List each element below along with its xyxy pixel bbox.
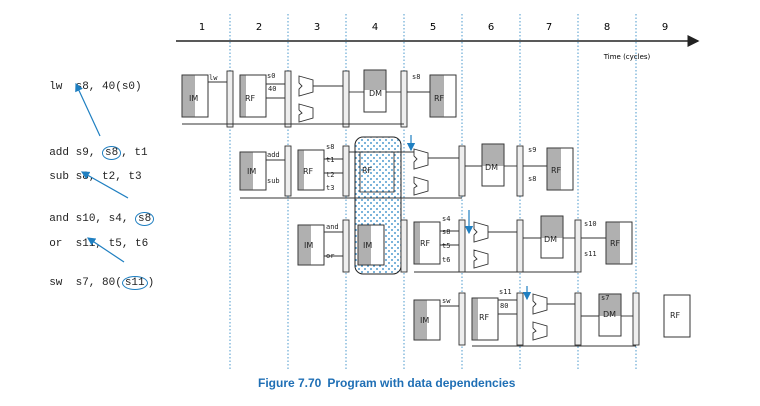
stage-dm: DM xyxy=(544,235,557,244)
instr-op: lw xyxy=(49,81,63,93)
cycle-number: 5 xyxy=(430,22,436,33)
dependency-circle: s8 xyxy=(135,212,155,226)
pipe-label: t5 xyxy=(442,242,450,250)
dependency-arrow xyxy=(75,82,101,137)
stage-rf: RF xyxy=(245,94,256,103)
stage-dm: DM xyxy=(369,89,382,98)
stage-rf: RF xyxy=(303,167,314,176)
pipeline-row-add xyxy=(239,143,574,199)
stage-rf: RF xyxy=(479,313,490,322)
pipe-label: t3 xyxy=(326,184,334,192)
instr-args: s10, s4, xyxy=(75,213,136,225)
pipe-label: s8 xyxy=(412,73,420,81)
cycle-number: 7 xyxy=(546,22,552,33)
pipe-label: s8 xyxy=(442,228,450,236)
pipeline-row-sw xyxy=(413,292,691,347)
pipeline-row-lw xyxy=(181,69,457,128)
figure-title: Program with data dependencies xyxy=(327,376,516,390)
stage-rf: RF xyxy=(610,239,621,248)
dependency-arrow xyxy=(80,171,129,199)
stage-rf: RF xyxy=(551,166,562,175)
dependency-circle: s11 xyxy=(121,276,148,290)
cycle-number: 9 xyxy=(662,22,668,33)
instr-op: sub xyxy=(49,171,70,183)
stage-im: IM xyxy=(189,94,198,103)
cycle-number: 4 xyxy=(372,22,378,33)
pipe-label: s4 xyxy=(442,215,450,223)
pipe-label: s8 xyxy=(326,143,334,151)
stage-im: IM xyxy=(420,316,429,325)
instr-op: or xyxy=(49,238,63,250)
pipe-label: s11 xyxy=(584,250,597,258)
pipe-label: 80 xyxy=(500,302,508,310)
instr-sub: sub s8, t2, t3 xyxy=(36,159,142,183)
time-axis-label: Time (cycles) xyxy=(603,53,651,61)
instr-op: sw xyxy=(49,277,63,289)
instr-add: add s9, s8, t1 xyxy=(36,134,148,160)
pipe-label: lw xyxy=(209,74,218,82)
stage-dm: DM xyxy=(485,163,498,172)
stage-rf: RF xyxy=(670,311,681,320)
cycle-number: 3 xyxy=(314,22,320,33)
pipe-label: sw xyxy=(442,297,451,305)
pipe-label: s0 xyxy=(267,72,275,80)
pipe-label: 40 xyxy=(268,85,276,93)
instr-sw: sw s7, 80(s11) xyxy=(36,264,154,290)
pipe-label: s11 xyxy=(499,288,512,296)
dependency-circle: s8 xyxy=(102,146,122,160)
pipe-label: s8 xyxy=(528,175,536,183)
dependency-arrow xyxy=(87,237,125,263)
instr-args: s8, t2, t3 xyxy=(75,171,142,183)
instr-args: ) xyxy=(147,277,155,289)
stage-im: IM xyxy=(304,241,313,250)
pipe-label: and xyxy=(326,223,339,231)
pipe-label: t2 xyxy=(326,171,334,179)
pipe-label: s9 xyxy=(528,146,536,154)
stage-dm: DM xyxy=(603,310,616,319)
cycle-number: 1 xyxy=(199,22,205,33)
pipe-label: t6 xyxy=(442,256,450,264)
pipeline-row-and xyxy=(297,215,633,273)
stage-rf: RF xyxy=(362,166,373,175)
figure-caption: Figure 7.70 Program with data dependencie… xyxy=(258,376,515,390)
cycle-number: 8 xyxy=(604,22,610,33)
figure-number: Figure 7.70 xyxy=(258,376,322,390)
cycle-number: 2 xyxy=(256,22,262,33)
instr-and: and s10, s4, s8 xyxy=(36,200,155,226)
stage-im: IM xyxy=(247,167,256,176)
pipe-label: s10 xyxy=(584,220,597,228)
stage-im: IM xyxy=(363,241,372,250)
pipe-label: add xyxy=(267,151,280,159)
instr-args: , t1 xyxy=(121,147,148,159)
stage-rf: RF xyxy=(420,239,431,248)
stage-rf: RF xyxy=(434,94,445,103)
pipe-label: s7 xyxy=(601,294,609,302)
instr-args: s9, xyxy=(75,147,103,159)
pipe-label: or xyxy=(326,252,334,260)
cycle-number: 6 xyxy=(488,22,494,33)
pipe-label: t1 xyxy=(326,156,334,164)
pipe-label: sub xyxy=(267,177,280,185)
instr-op: add xyxy=(49,147,70,159)
instr-args: s7, 80( xyxy=(75,277,122,289)
instr-op: and xyxy=(49,213,70,225)
